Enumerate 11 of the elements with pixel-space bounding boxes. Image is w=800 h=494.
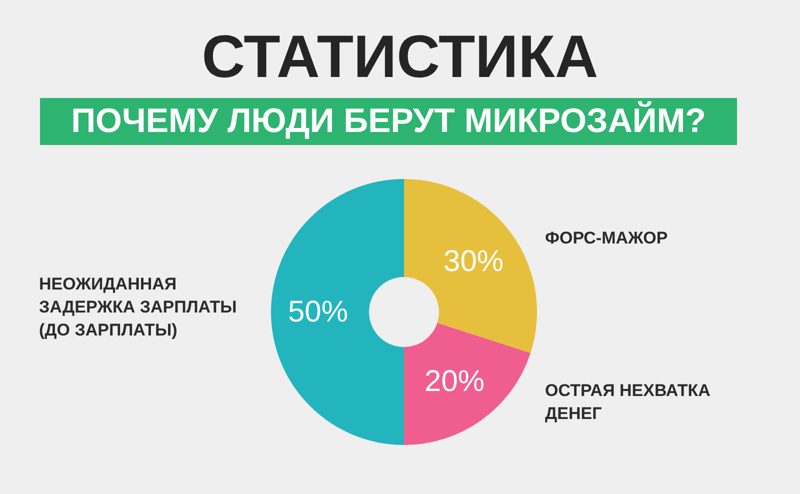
data-label: 50% xyxy=(288,296,348,328)
donut-slice xyxy=(404,322,530,445)
chart-title: СТАТИСТИКА xyxy=(202,23,598,90)
donut-slice xyxy=(271,179,404,445)
slice-label: ФОРС-МАЖОР xyxy=(545,228,668,248)
slice-label: НЕОЖИДАННАЯ ЗАДЕРЖКА ЗАРПЛАТЫ (ДО ЗАРПЛАТЫ) xyxy=(39,274,237,340)
data-label: 30% xyxy=(444,244,504,278)
donut-slice xyxy=(404,179,537,354)
data-label: 20% xyxy=(424,365,485,398)
chart-subtitle: ПОЧЕМУ ЛЮДИ БЕРУТ МИКРОЗАЙМ? xyxy=(71,102,706,140)
slice-label: ОСТРАЯ НЕХВАТКА ДЕНЕГ xyxy=(545,381,710,424)
